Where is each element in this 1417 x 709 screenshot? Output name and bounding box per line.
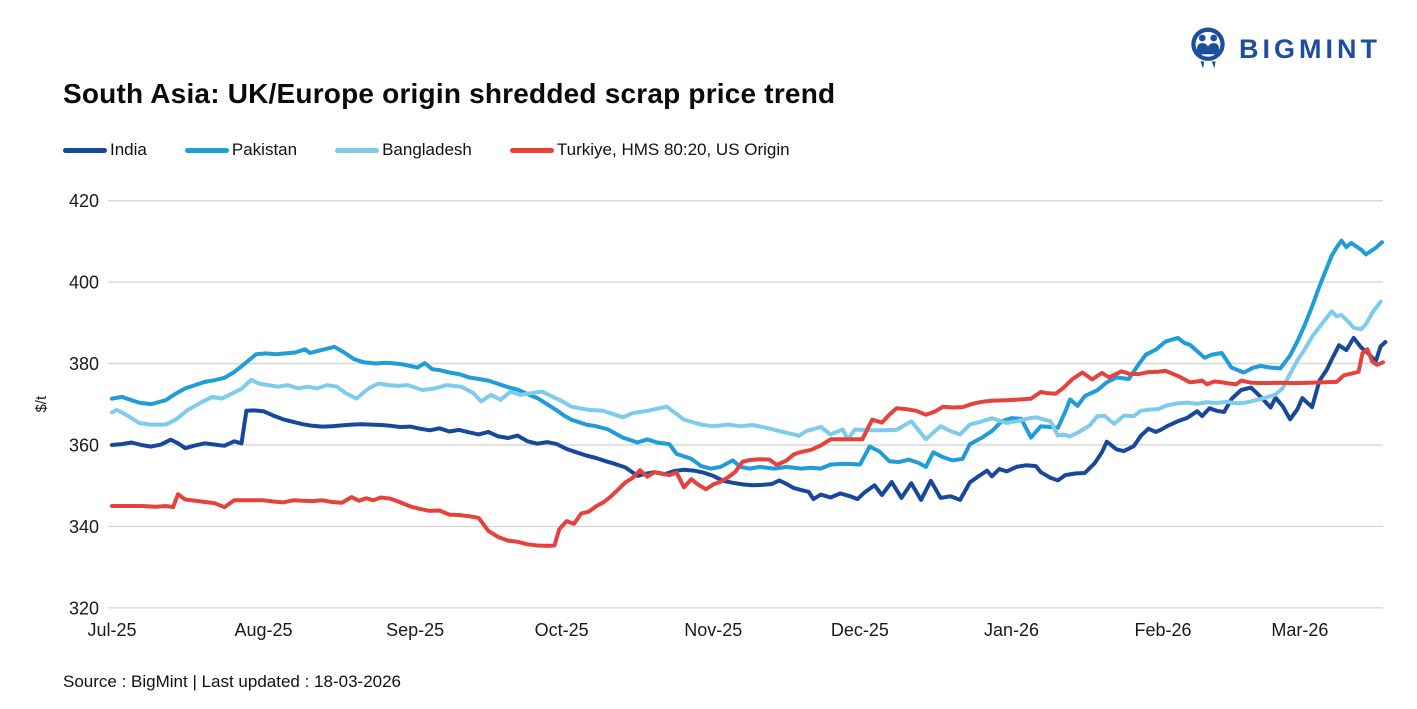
y-axis-title: $/t xyxy=(33,395,50,413)
legend-item-turkiye: Turkiye, HMS 80:20, US Origin xyxy=(509,140,790,160)
y-tick-label: 380 xyxy=(69,354,99,374)
legend-item-pakistan: Pakistan xyxy=(184,140,298,160)
x-tick-label: Sep-25 xyxy=(386,620,444,640)
legend-item-bangladesh: Bangladesh xyxy=(335,140,472,160)
y-tick-label: 400 xyxy=(69,273,99,293)
legend-swatch-india xyxy=(63,147,107,153)
y-tick-label: 420 xyxy=(69,191,99,211)
bigmint-logo-icon xyxy=(1191,27,1225,69)
series-line-india xyxy=(110,335,1388,502)
y-tick-label: 340 xyxy=(69,517,99,537)
source-note: Source : BigMint | Last updated : 18-03-… xyxy=(63,672,402,691)
x-tick-label: Jan-26 xyxy=(984,620,1039,640)
chart-legend: India Pakistan Bangladesh Turkiye, HMS 80:2… xyxy=(63,140,790,160)
x-tick-label: Jul-25 xyxy=(87,620,136,640)
y-tick-label: 360 xyxy=(69,436,99,456)
legend-label-turkiye: Turkiye, HMS 80:20, US Origin xyxy=(556,140,790,159)
legend-swatch-pakistan xyxy=(184,147,229,153)
plot-area: 420 400 380 360 340 320 $/t Jul-25 Aug-25 Sep-25 O… xyxy=(33,191,1388,640)
x-tick-label: Mar-26 xyxy=(1271,620,1328,640)
series-line-pakistan xyxy=(110,238,1384,471)
series-line-turkiye xyxy=(110,347,1385,548)
bigmint-logo-text: BIGMINT xyxy=(1239,33,1381,64)
legend-label-bangladesh: Bangladesh xyxy=(382,140,472,159)
x-tick-label: Nov-25 xyxy=(684,620,742,640)
x-tick-label: Oct-25 xyxy=(535,620,589,640)
legend-item-india: India xyxy=(63,140,147,160)
chart-title: South Asia: UK/Europe origin shredded sc… xyxy=(63,78,836,109)
legend-swatch-turkiye xyxy=(509,147,554,153)
x-tick-label: Aug-25 xyxy=(234,620,292,640)
bigmint-logo: BIGMINT xyxy=(1187,26,1381,72)
x-tick-label: Feb-26 xyxy=(1134,620,1191,640)
y-tick-label: 320 xyxy=(69,598,99,618)
series-line-bangladesh xyxy=(110,299,1383,442)
legend-label-pakistan: Pakistan xyxy=(231,140,298,159)
legend-swatch-bangladesh xyxy=(335,147,380,153)
x-tick-label: Dec-25 xyxy=(831,620,889,640)
legend-label-india: India xyxy=(110,140,147,159)
